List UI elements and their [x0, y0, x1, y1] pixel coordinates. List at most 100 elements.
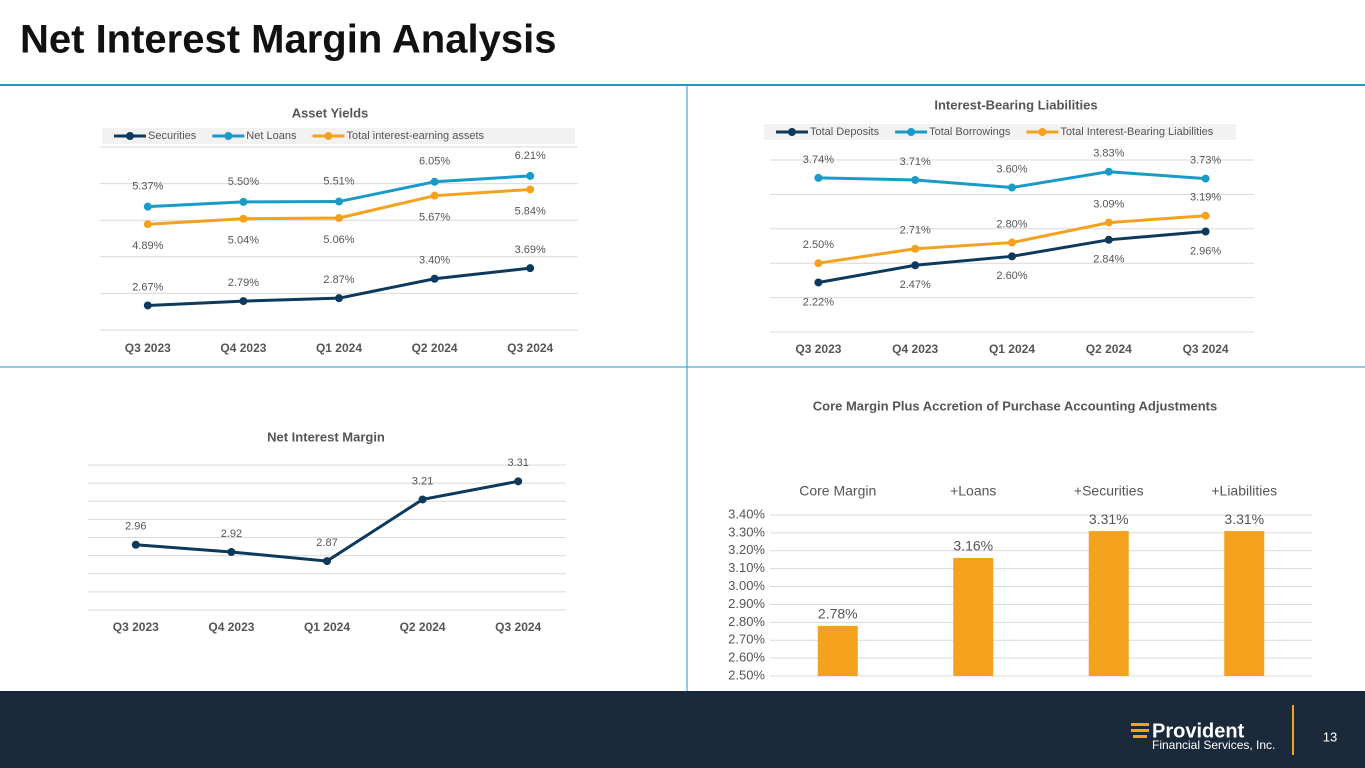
data-label: 2.67%: [132, 281, 163, 293]
data-label: 2.96: [125, 521, 146, 533]
data-point: [1201, 211, 1210, 220]
data-point: [814, 259, 823, 268]
logo: Provident Financial Services, Inc.: [1131, 720, 1275, 752]
data-point: [143, 202, 152, 211]
data-label: 3.31%: [1089, 511, 1129, 527]
data-label: 2.79%: [228, 277, 259, 289]
data-label: 3.21: [412, 475, 433, 487]
logo-icon: [1131, 723, 1149, 726]
x-tick-label: Q1 2024: [304, 620, 350, 634]
category-label: +Loans: [950, 483, 996, 499]
data-point: [430, 191, 439, 200]
data-point: [323, 557, 331, 566]
y-tick-label: 2.90%: [728, 596, 765, 611]
legend-label: Total Interest-Bearing Liabilities: [1060, 126, 1213, 138]
data-label: 2.87: [316, 537, 337, 549]
x-tick-label: Q3 2024: [1183, 342, 1229, 356]
data-point: [335, 197, 343, 206]
legend-label: Total interest-earning assets: [346, 130, 484, 142]
chart-title: Interest-Bearing Liabilities: [934, 97, 1097, 112]
data-label: 2.87%: [323, 274, 354, 286]
data-point: [526, 185, 535, 194]
data-label: 3.31: [507, 457, 528, 469]
legend-swatch: [224, 132, 233, 140]
data-point: [1104, 167, 1113, 176]
data-point: [911, 261, 920, 270]
y-tick-label: 3.30%: [728, 524, 765, 539]
x-tick-label: Q1 2024: [316, 341, 362, 355]
data-point: [335, 214, 343, 223]
y-tick-label: 3.00%: [728, 578, 765, 593]
data-label: 3.73%: [1190, 154, 1221, 166]
data-label: 2.60%: [996, 270, 1027, 282]
data-label: 6.05%: [419, 156, 450, 168]
y-tick-label: 3.20%: [728, 542, 765, 557]
data-label: 3.16%: [953, 538, 993, 554]
data-label: 2.84%: [1093, 254, 1124, 266]
data-label: 5.50%: [228, 176, 259, 188]
data-point: [814, 278, 823, 287]
data-point: [814, 173, 823, 182]
data-label: 5.84%: [515, 205, 546, 217]
data-label: 2.71%: [900, 225, 931, 237]
x-tick-label: Q3 2023: [125, 341, 171, 355]
series-line: [135, 479, 519, 563]
page-number: 13: [1323, 729, 1337, 744]
slide-title: Net Interest Margin Analysis: [20, 18, 556, 62]
data-label: 3.60%: [996, 163, 1027, 175]
data-point: [526, 264, 535, 273]
data-point: [430, 274, 439, 283]
logo-name: Provident: [1152, 720, 1245, 742]
data-label: 2.22%: [803, 296, 834, 308]
y-tick-label: 2.50%: [728, 667, 765, 682]
data-point: [418, 495, 427, 504]
bar: [953, 557, 994, 676]
category-label: Core Margin: [799, 483, 876, 499]
data-point: [239, 197, 248, 206]
category-label: +Securities: [1074, 483, 1144, 499]
data-point: [143, 301, 152, 310]
chart-title: Net Interest Margin: [267, 429, 385, 444]
bar: [1224, 531, 1265, 676]
y-tick-label: 2.70%: [728, 632, 765, 647]
data-point: [911, 175, 920, 184]
data-point: [239, 297, 248, 306]
data-point: [526, 171, 535, 180]
x-tick-label: Q4 2023: [220, 341, 266, 355]
legend-label: Net Loans: [246, 130, 297, 142]
bar: [1088, 531, 1129, 676]
x-tick-label: Q3 2024: [507, 341, 553, 355]
data-label: 2.92: [221, 528, 242, 540]
data-point: [1201, 174, 1210, 183]
data-label: 2.47%: [900, 279, 931, 291]
x-tick-label: Q2 2024: [412, 341, 458, 355]
legend-swatch: [1038, 128, 1047, 136]
data-point: [227, 548, 236, 556]
data-label: 3.71%: [900, 156, 931, 168]
data-label: 3.19%: [1190, 192, 1221, 204]
data-label: 5.04%: [228, 235, 259, 247]
data-label: 5.37%: [132, 181, 163, 193]
data-point: [239, 214, 248, 223]
data-point: [430, 177, 439, 186]
y-tick-label: 2.60%: [728, 650, 765, 665]
y-tick-label: 2.80%: [728, 614, 765, 629]
x-tick-label: Q3 2024: [495, 620, 541, 634]
x-tick-label: Q4 2023: [208, 620, 254, 634]
chart-title: Asset Yields: [292, 105, 369, 120]
data-label: 6.21%: [515, 150, 546, 162]
data-label: 3.83%: [1093, 148, 1124, 160]
x-tick-label: Q3 2023: [795, 342, 841, 356]
y-tick-label: 3.40%: [728, 506, 765, 521]
data-point: [1008, 183, 1016, 192]
data-point: [131, 540, 140, 549]
data-point: [514, 477, 523, 486]
data-label: 2.96%: [1190, 245, 1221, 257]
logo-subtitle: Financial Services, Inc.: [1152, 738, 1275, 752]
legend-swatch: [788, 128, 796, 136]
data-label: 4.89%: [132, 240, 163, 252]
legend-swatch: [324, 132, 333, 140]
category-label: +Liabilities: [1211, 483, 1277, 499]
legend-swatch: [907, 128, 916, 136]
data-label: 3.74%: [803, 154, 834, 166]
